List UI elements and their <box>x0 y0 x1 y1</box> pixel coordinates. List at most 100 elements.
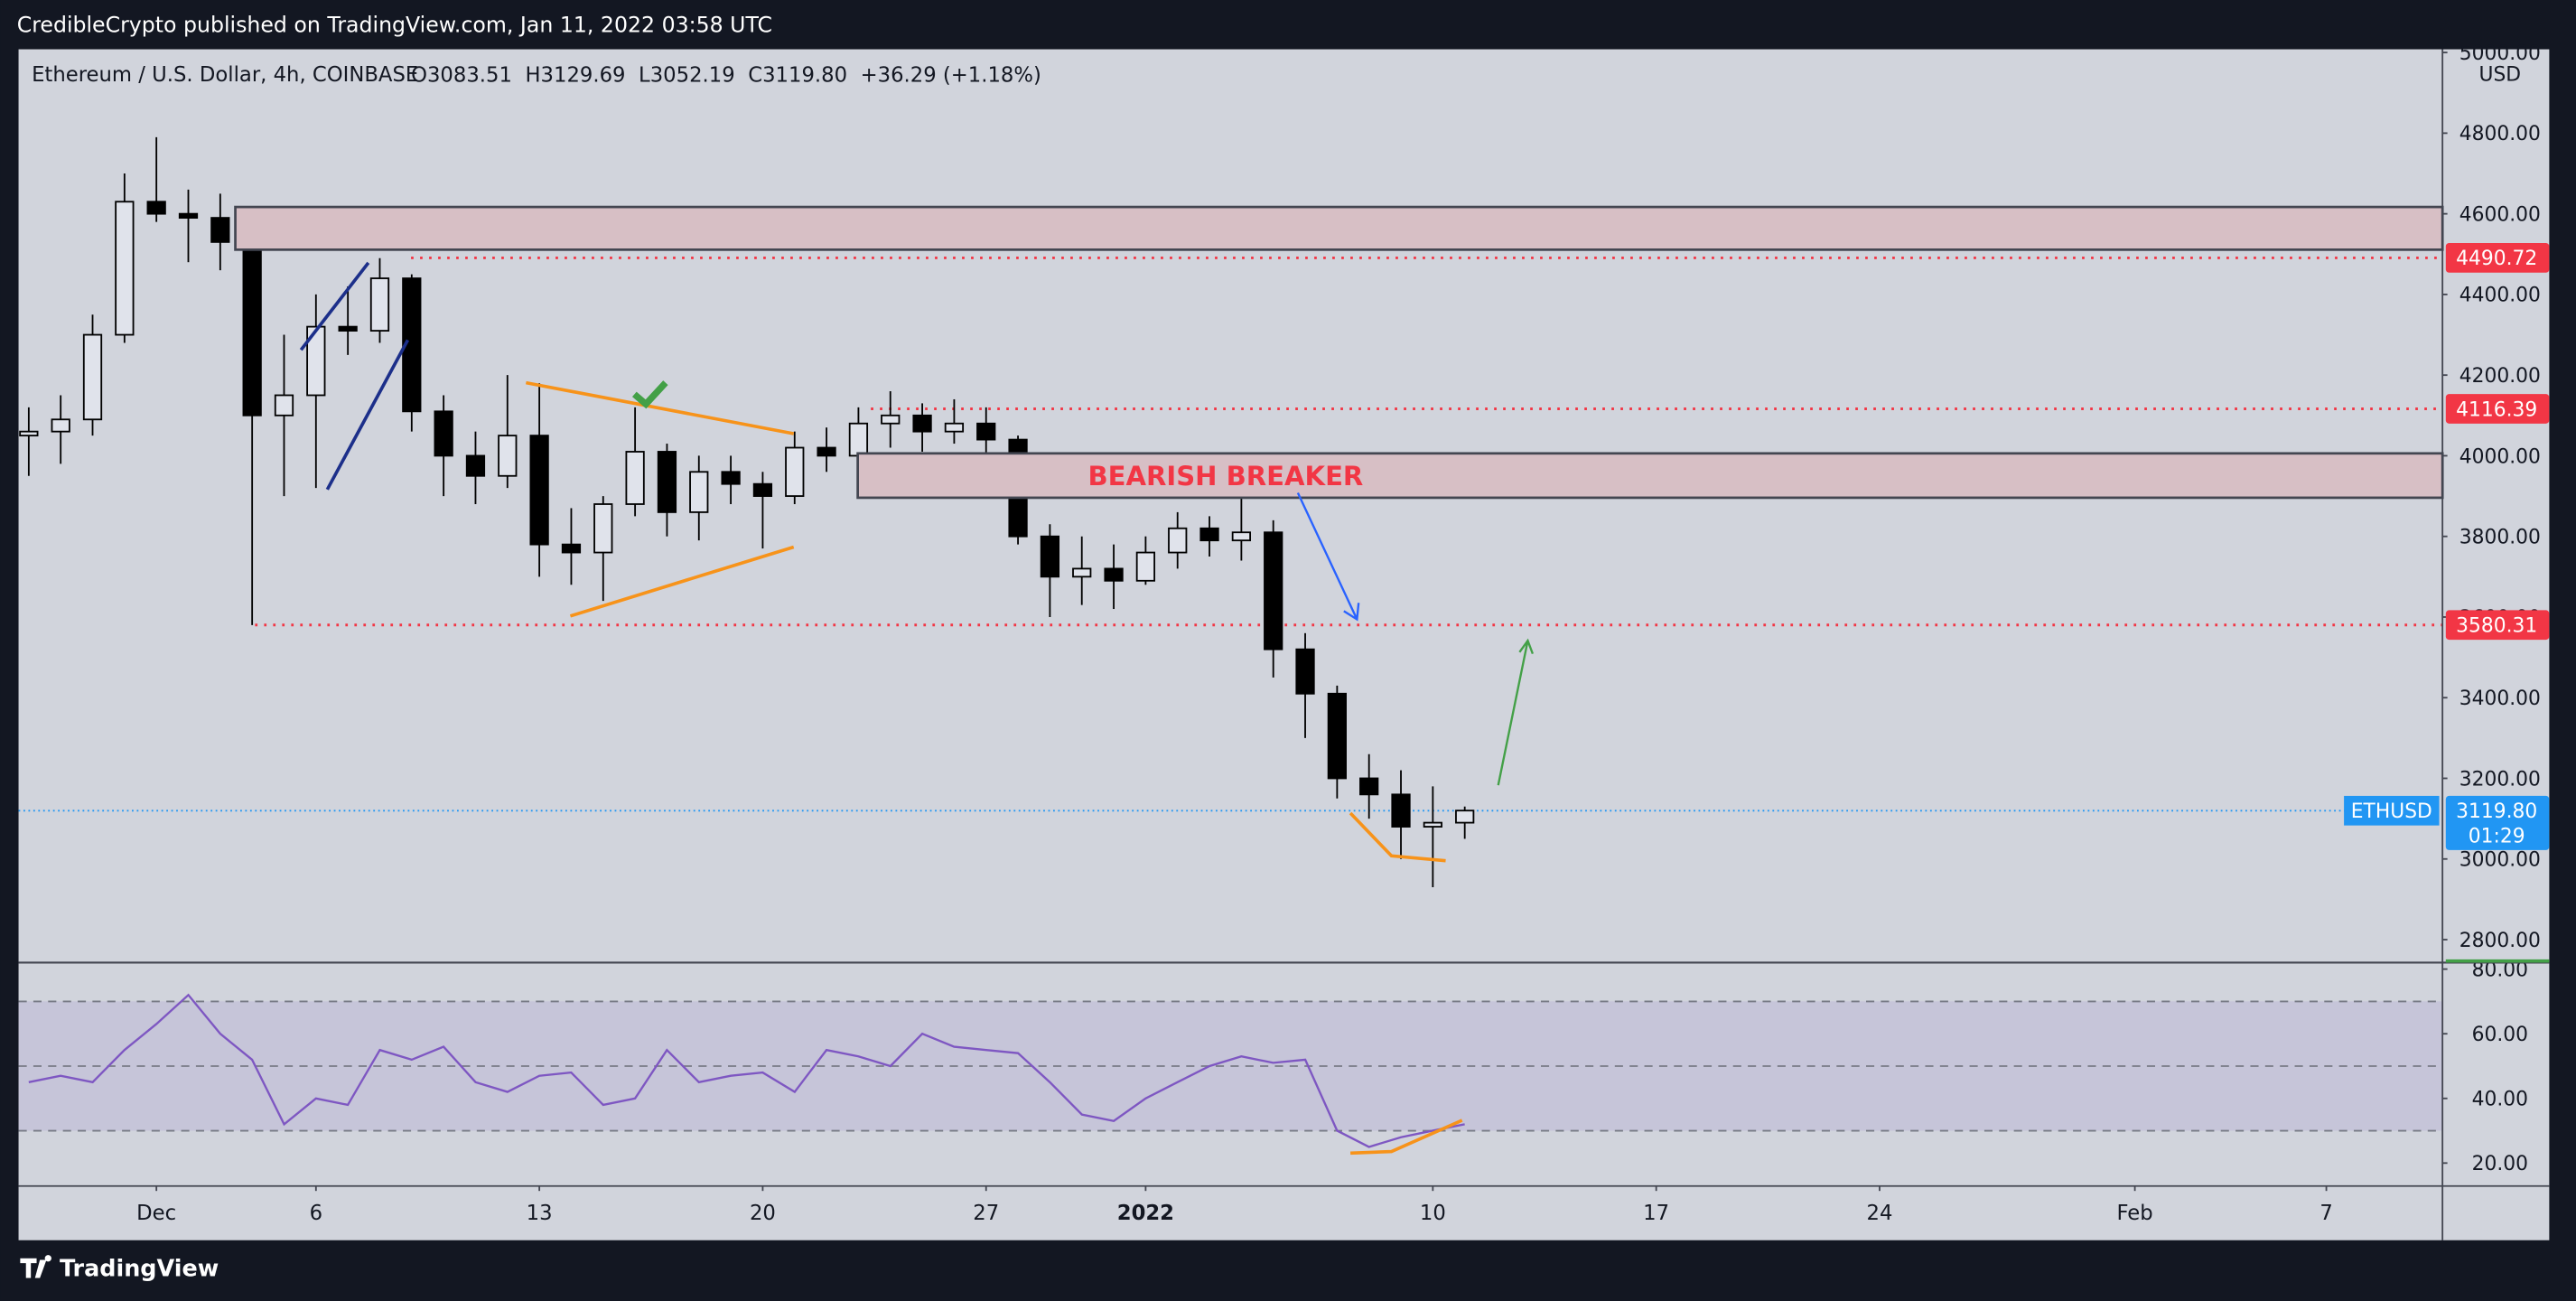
y-tick-label: 3000.00 <box>2459 849 2541 872</box>
channel-line <box>299 261 370 351</box>
y-tick-label: 4800.00 <box>2459 123 2541 145</box>
candle-body <box>242 240 262 417</box>
candle-body <box>625 451 645 505</box>
symbol-label: ETHUSD <box>2351 800 2432 823</box>
x-tick-label: 2022 <box>1117 1202 1174 1225</box>
y-tick-label: 3400.00 <box>2459 688 2541 710</box>
y-tick-label: 4000.00 <box>2459 445 2541 468</box>
candle-body <box>1327 692 1347 780</box>
check-mark <box>631 380 668 409</box>
ohlc-key: O <box>411 63 427 87</box>
candle-body <box>976 422 996 441</box>
y-tick-label: 4400.00 <box>2459 285 2541 307</box>
ohlc-key: L <box>639 63 650 87</box>
candle-body <box>434 410 453 457</box>
ohlc-value: 3129.69 <box>541 63 626 87</box>
y-tick-label: 3200.00 <box>2459 768 2541 791</box>
candle-body <box>1359 777 1379 796</box>
candle-body <box>369 277 390 332</box>
y-unit: USD <box>2479 64 2522 87</box>
ohlc-legend: O3083.51 H3129.69 L3052.19 C3119.80 +36.29 (… <box>411 63 1041 87</box>
candle-body <box>1168 527 1188 554</box>
chart-title: Ethereum / U.S. Dollar, 4h, COINBASE <box>32 63 418 87</box>
ohlc-value: 3052.19 <box>650 63 735 87</box>
logo-icon <box>20 1255 51 1278</box>
countdown: 01:29 <box>2469 825 2525 847</box>
ohlc-change: +36.29 (+1.18%) <box>861 63 1041 87</box>
rsi-line <box>28 993 1465 1148</box>
candle-body <box>146 201 166 215</box>
candle-body <box>848 422 869 457</box>
candle-body <box>721 471 741 485</box>
level-label: 4116.39 <box>2456 398 2537 421</box>
level-label: 4490.72 <box>2456 248 2537 270</box>
x-tick-label: 27 <box>973 1202 999 1225</box>
level-label-box <box>2445 394 2550 424</box>
y-tick-label: 4600.00 <box>2459 203 2541 226</box>
y-tick-label: 4200.00 <box>2459 365 2541 388</box>
candle-body <box>1040 535 1060 578</box>
candle-body <box>1423 821 1442 828</box>
channel-line <box>325 339 410 491</box>
x-tick-label: Feb <box>2116 1202 2152 1225</box>
candle-body <box>178 212 199 220</box>
y-tick-label: 5000.00 <box>2459 42 2541 65</box>
divergence-line <box>1349 811 1446 863</box>
x-tick-label: 10 <box>1420 1202 1446 1225</box>
breaker-zone <box>856 452 2444 500</box>
candle-body <box>465 454 486 477</box>
candle-body <box>593 503 613 554</box>
candle-body <box>529 435 549 546</box>
x-tick-label: 20 <box>750 1202 776 1225</box>
plot-layers: 2800.003000.003200.003400.003600.003800.… <box>18 42 2550 1225</box>
down-arrow <box>1296 491 1360 622</box>
candle-body <box>689 471 709 513</box>
candle-body <box>338 325 358 332</box>
rsi-tick-label: 60.00 <box>2472 1024 2528 1046</box>
candle-body <box>1199 527 1219 542</box>
candle-body <box>1231 531 1252 542</box>
candle-body <box>51 418 70 433</box>
candle-body <box>657 451 677 513</box>
candle-body <box>115 201 135 336</box>
candle-body <box>881 414 901 425</box>
candle-body <box>82 333 103 421</box>
candle-body <box>306 325 326 397</box>
x-tick-label: 6 <box>310 1202 322 1225</box>
last-price-box <box>2445 795 2550 850</box>
triangle-line <box>526 380 795 435</box>
candle-body <box>785 446 805 497</box>
rsi-tick-label: 20.00 <box>2472 1153 2528 1175</box>
candle-body <box>19 430 39 437</box>
supply-zone <box>234 205 2444 251</box>
ohlc-value: 3083.51 <box>427 63 512 87</box>
candle-body <box>1264 531 1283 650</box>
ohlc-value: 3119.80 <box>762 63 847 87</box>
annotation: BEARISH BREAKER <box>1087 461 1363 491</box>
triangle-line <box>569 545 795 618</box>
candle-body <box>912 414 932 433</box>
candle-body <box>1391 793 1411 828</box>
ohlc-key: H <box>525 63 540 87</box>
publish-header: CredibleCrypto published on TradingView.… <box>17 13 772 38</box>
x-tick-label: Dec <box>136 1202 176 1225</box>
candle-body <box>1104 567 1124 582</box>
candle-body <box>817 446 836 457</box>
up-arrow <box>1497 638 1535 786</box>
candle-body <box>274 394 294 417</box>
ohlc-key: C <box>748 63 762 87</box>
footer-brand: TradingView <box>60 1255 219 1282</box>
last-price-label: 3119.80 <box>2456 800 2537 823</box>
candle-body <box>752 482 773 497</box>
candle-body <box>944 422 965 433</box>
rsi-divergence-line <box>1350 1118 1463 1156</box>
candle-body <box>402 277 422 413</box>
candle-body <box>1455 810 1475 824</box>
candle-body <box>1135 551 1156 582</box>
symbol-box <box>2344 795 2440 826</box>
x-tick-label: 7 <box>2319 1202 2332 1225</box>
x-tick-label: 24 <box>1867 1202 1893 1225</box>
level-label-box <box>2445 243 2550 273</box>
y-tick-label: 2800.00 <box>2459 930 2541 952</box>
